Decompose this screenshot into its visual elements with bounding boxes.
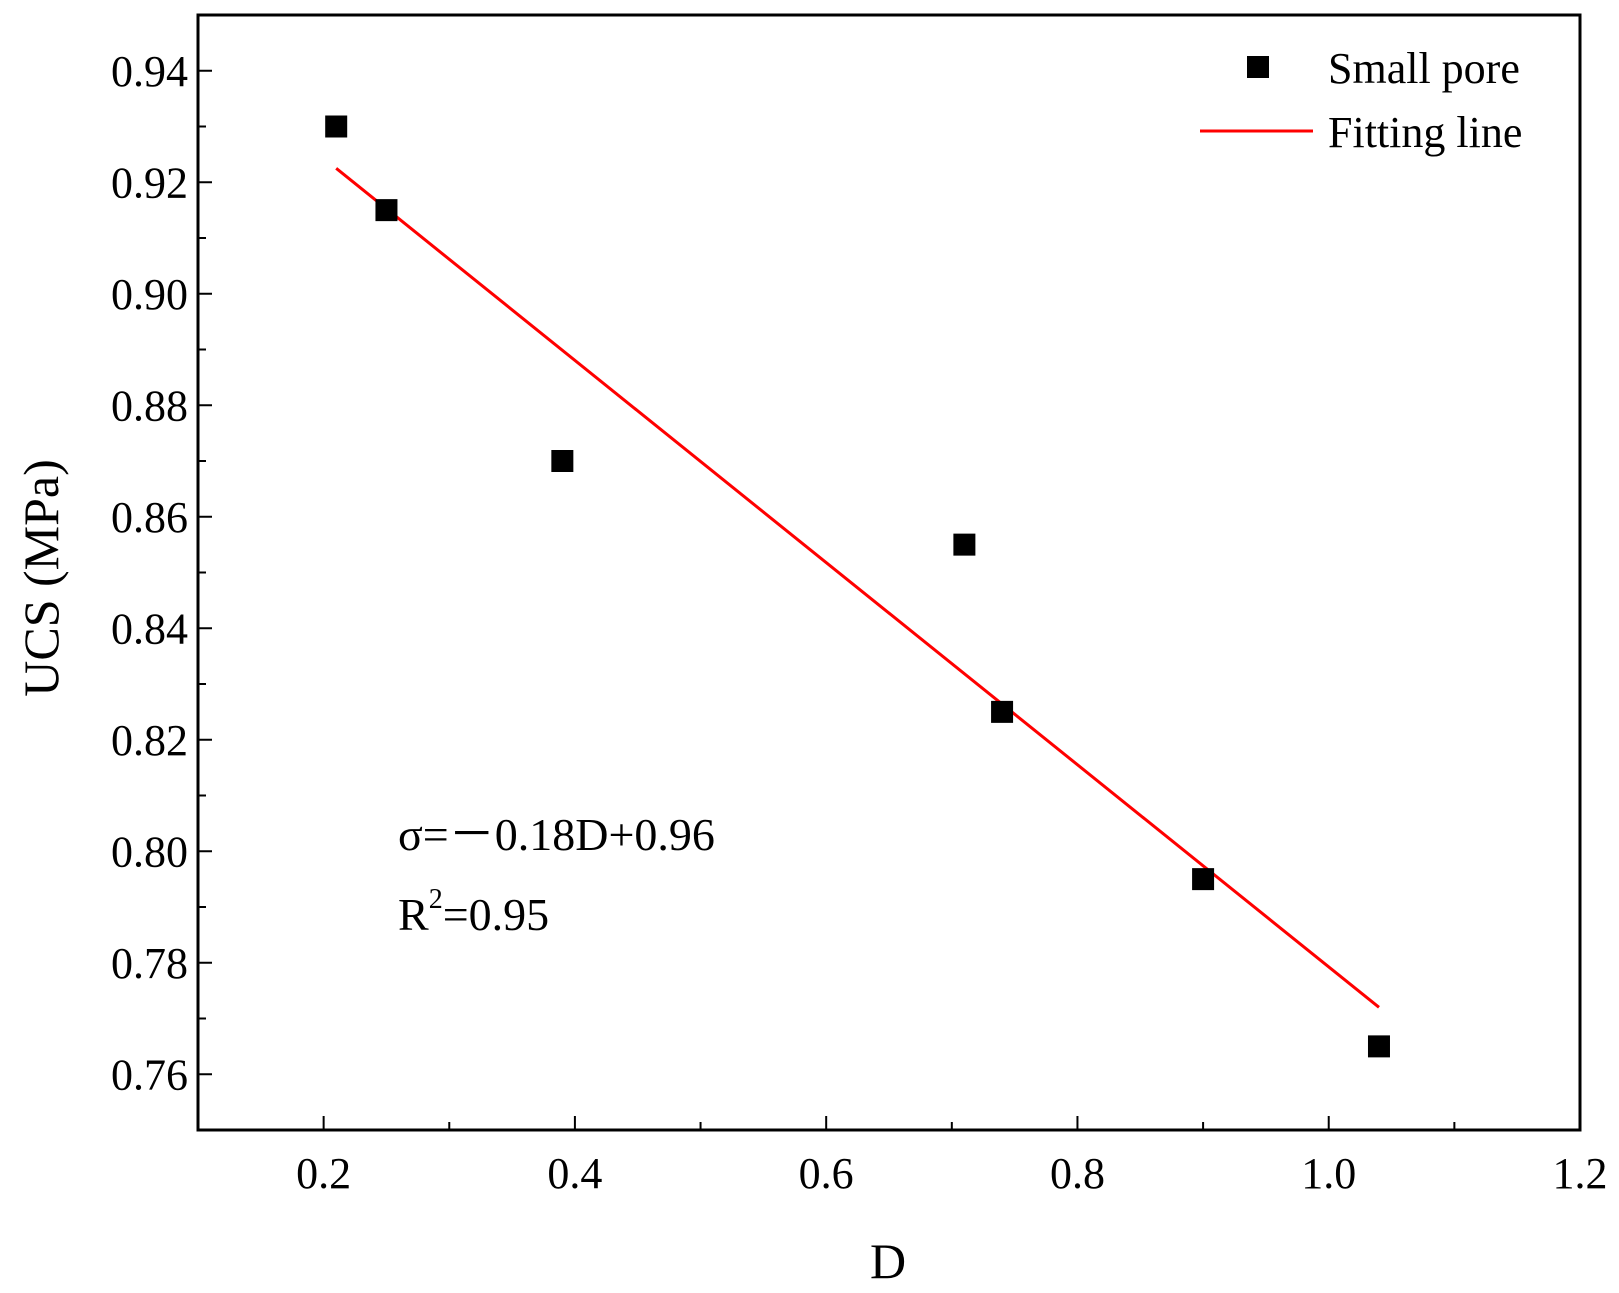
y-tick-label: 0.90: [111, 270, 188, 319]
y-axis: 0.76 0.78 0.80 0.82 0.84 0.86 0.88 0.90 0.92 0.94: [111, 14, 212, 1131]
plot-area-frame: [196, 13, 1582, 1132]
x-tick-label: 1.0: [1301, 1149, 1356, 1198]
scatter-point: [551, 450, 574, 472]
x-tick-label: 0.6: [799, 1149, 854, 1198]
y-tick-label: 0.92: [111, 158, 188, 207]
y-axis-label: UCS (MPa): [13, 459, 69, 697]
y-tick-label: 0.86: [111, 493, 188, 542]
scatter-point: [375, 199, 398, 222]
scatter-point: [325, 115, 348, 138]
equation-annotation: σ=－0.18D+0.96: [398, 809, 715, 860]
scatter-point: [953, 533, 976, 556]
fitting-line: [335, 167, 1380, 1009]
y-tick-label: 0.84: [111, 604, 188, 653]
y-tick-label: 0.94: [111, 47, 188, 96]
scatter-points-layer: [325, 115, 1390, 1058]
r-squared-superscript: 2: [429, 884, 443, 915]
y-tick-label: 0.82: [111, 716, 188, 765]
r-squared-value: =0.95: [443, 889, 549, 940]
scatter-point: [991, 700, 1014, 723]
y-tick-label: 0.76: [111, 1050, 188, 1099]
r-squared-symbol: R: [398, 889, 429, 940]
legend-marker-small-pore: [1247, 56, 1269, 78]
x-axis-label: D: [870, 1233, 906, 1289]
x-tick-label: 0.4: [547, 1149, 602, 1198]
legend-label-fitting-line: Fitting line: [1328, 108, 1522, 157]
x-tick-label: 1.2: [1553, 1149, 1608, 1198]
r-squared-annotation: R2=0.95: [398, 884, 549, 940]
y-tick-label: 0.78: [111, 939, 188, 988]
x-axis: 0.2 0.4 0.6 0.8 1.0 1.2: [296, 1116, 1608, 1198]
legend-label-small-pore: Small pore: [1328, 44, 1520, 93]
x-tick-label: 0.2: [296, 1149, 351, 1198]
x-tick-label: 0.8: [1050, 1149, 1105, 1198]
fitting-line-layer: [335, 167, 1380, 1009]
y-tick-label: 0.88: [111, 381, 188, 430]
y-tick-label: 0.80: [111, 827, 188, 876]
scatter-point: [1192, 868, 1215, 891]
scatter-point: [1367, 1035, 1390, 1058]
legend: Small pore Fitting line: [1200, 44, 1522, 157]
